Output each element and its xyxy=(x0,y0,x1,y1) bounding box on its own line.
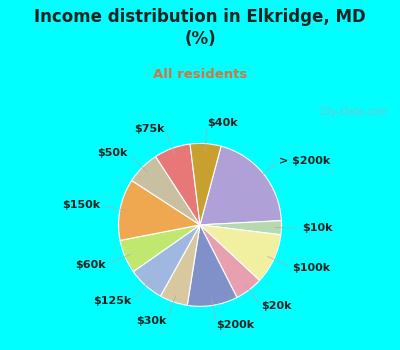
Wedge shape xyxy=(120,225,200,272)
Text: $150k: $150k xyxy=(62,201,100,210)
Text: > $200k: > $200k xyxy=(279,156,330,166)
Text: $75k: $75k xyxy=(135,124,165,134)
Text: $125k: $125k xyxy=(94,295,132,306)
Wedge shape xyxy=(200,225,260,298)
Text: $30k: $30k xyxy=(136,316,167,326)
Text: Income distribution in Elkridge, MD
(%): Income distribution in Elkridge, MD (%) xyxy=(34,8,366,48)
Text: $40k: $40k xyxy=(207,118,238,128)
Text: $50k: $50k xyxy=(98,148,128,158)
Wedge shape xyxy=(118,181,200,240)
Wedge shape xyxy=(200,146,281,225)
Text: $60k: $60k xyxy=(76,260,106,270)
Wedge shape xyxy=(190,144,221,225)
Wedge shape xyxy=(200,220,282,235)
Text: $20k: $20k xyxy=(261,301,292,311)
Wedge shape xyxy=(132,156,200,225)
Wedge shape xyxy=(160,225,200,305)
Wedge shape xyxy=(187,225,237,306)
Text: $100k: $100k xyxy=(292,263,330,273)
Text: All residents: All residents xyxy=(153,68,247,81)
Text: $10k: $10k xyxy=(302,223,332,233)
Text: City-Data.com: City-Data.com xyxy=(318,107,388,117)
Text: $200k: $200k xyxy=(216,321,254,330)
Wedge shape xyxy=(200,225,281,280)
Wedge shape xyxy=(133,225,200,296)
Wedge shape xyxy=(156,144,200,225)
